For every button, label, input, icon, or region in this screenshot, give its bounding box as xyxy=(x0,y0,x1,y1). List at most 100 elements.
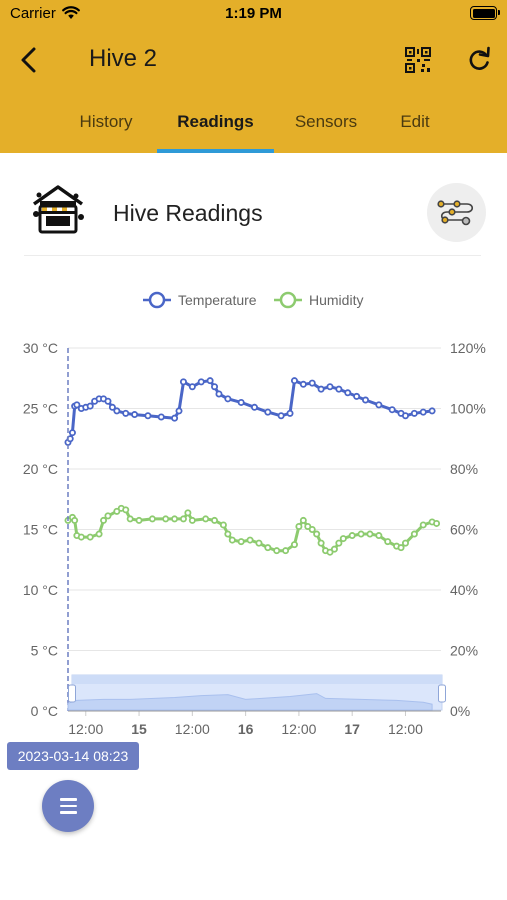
data-point xyxy=(299,516,307,524)
legend-label-temperature: Temperature xyxy=(178,292,257,308)
y-left-tick-label: 30 °C xyxy=(23,340,58,356)
data-point xyxy=(237,538,245,546)
section-header: Hive Readings xyxy=(0,153,507,257)
data-point xyxy=(419,521,427,529)
sensor-config-button[interactable] xyxy=(427,183,486,242)
zoom-handle-right[interactable] xyxy=(438,684,446,703)
data-point xyxy=(250,403,258,411)
data-point xyxy=(197,378,205,386)
data-point xyxy=(401,412,409,420)
menu-icon xyxy=(60,798,77,801)
data-point xyxy=(171,414,179,422)
data-point xyxy=(326,383,334,391)
data-point xyxy=(175,407,183,415)
data-point xyxy=(397,544,405,552)
chevron-left-icon[interactable] xyxy=(16,44,44,76)
y-left-tick-label: 5 °C xyxy=(31,643,58,659)
x-tick-label: 12:00 xyxy=(68,721,103,737)
tab-readings[interactable]: Readings xyxy=(177,112,254,131)
y-right-tick-label: 120% xyxy=(450,340,486,356)
y-left-tick-label: 25 °C xyxy=(23,401,58,417)
data-point xyxy=(188,383,196,391)
legend-marker xyxy=(148,291,166,309)
data-point xyxy=(335,539,343,547)
data-point xyxy=(308,379,316,387)
clock: 1:19 PM xyxy=(225,5,282,22)
data-point xyxy=(73,401,81,409)
battery-icon xyxy=(470,6,500,20)
data-point xyxy=(326,548,334,556)
wifi-icon xyxy=(62,6,80,19)
data-point xyxy=(184,509,192,517)
zoom-handle-left[interactable] xyxy=(68,684,76,703)
data-point xyxy=(357,530,365,538)
crosshair-date-label: 2023-03-14 08:23 xyxy=(7,742,139,770)
zoom-slider-preview xyxy=(67,693,433,711)
data-point xyxy=(344,389,352,397)
y-left-tick-label: 0 °C xyxy=(31,703,58,719)
tab-sensors[interactable]: Sensors xyxy=(294,112,358,131)
data-point xyxy=(290,377,298,385)
data-point xyxy=(219,521,227,529)
data-point xyxy=(162,515,170,523)
data-point xyxy=(144,412,152,420)
data-point xyxy=(104,512,112,520)
data-point xyxy=(410,409,418,417)
data-point xyxy=(348,532,356,540)
carrier-label: Carrier xyxy=(10,5,56,22)
data-point xyxy=(122,506,130,514)
data-point xyxy=(313,530,321,538)
data-point xyxy=(77,533,85,541)
data-point xyxy=(286,409,294,417)
legend-label-humidity: Humidity xyxy=(309,292,363,308)
sensor-config-icon xyxy=(437,200,474,226)
data-point xyxy=(304,522,312,530)
data-point xyxy=(135,516,143,524)
series-line-temperature xyxy=(66,379,433,444)
zoom-slider-top-bar xyxy=(72,675,442,684)
qr-code-icon[interactable] xyxy=(404,46,432,74)
data-point xyxy=(282,547,290,555)
data-point xyxy=(384,538,392,546)
data-point xyxy=(317,539,325,547)
data-point xyxy=(104,397,112,405)
data-point xyxy=(375,401,383,409)
data-point xyxy=(366,530,374,538)
data-point xyxy=(299,380,307,388)
tab-edit[interactable]: Edit xyxy=(400,112,430,131)
data-point xyxy=(295,522,303,530)
y-right-tick-label: 80% xyxy=(450,461,478,477)
data-point xyxy=(206,377,214,385)
data-point xyxy=(308,525,316,533)
tab-history[interactable]: History xyxy=(79,112,133,131)
data-point xyxy=(353,392,361,400)
data-point xyxy=(277,412,285,420)
data-point xyxy=(246,536,254,544)
data-point xyxy=(202,515,210,523)
refresh-icon[interactable] xyxy=(466,46,492,74)
data-point xyxy=(100,516,108,524)
section-divider xyxy=(24,255,481,256)
data-point xyxy=(108,403,116,411)
data-point xyxy=(122,409,130,417)
data-point xyxy=(317,385,325,393)
y-right-tick-label: 0% xyxy=(450,703,470,719)
y-right-tick-label: 40% xyxy=(450,582,478,598)
readings-chart[interactable]: 0 °C 0% 5 °C 20% 10 °C 40% 15 °C 60% 20 °C 80% 25 … xyxy=(0,280,507,750)
data-point xyxy=(264,408,272,416)
x-tick-label: 12:00 xyxy=(175,721,210,737)
data-point xyxy=(157,413,165,421)
data-point xyxy=(433,519,441,527)
menu-fab-button[interactable] xyxy=(42,780,94,832)
y-left-tick-label: 10 °C xyxy=(23,582,58,598)
data-point xyxy=(126,515,134,523)
section-title: Hive Readings xyxy=(113,200,263,226)
data-point xyxy=(215,390,223,398)
data-point xyxy=(188,516,196,524)
status-bar: Carrier 1:19 PM xyxy=(0,0,507,28)
y-left-tick-label: 15 °C xyxy=(23,522,58,538)
data-point xyxy=(375,532,383,540)
data-point xyxy=(335,385,343,393)
x-tick-label: 12:00 xyxy=(388,721,423,737)
